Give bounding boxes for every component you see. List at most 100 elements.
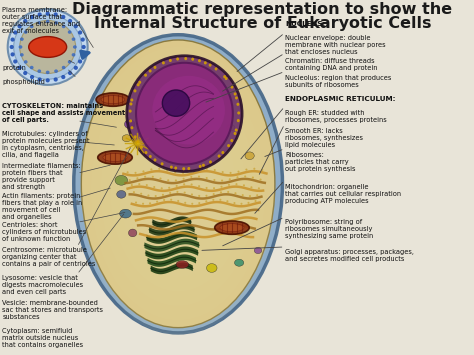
Ellipse shape [182, 178, 185, 180]
Text: Centrioles: short
cylinders of microtubules
of unknown function: Centrioles: short cylinders of microtubu… [2, 222, 86, 242]
Ellipse shape [237, 176, 238, 178]
Ellipse shape [152, 176, 154, 178]
Ellipse shape [37, 69, 41, 73]
Ellipse shape [152, 76, 225, 144]
Ellipse shape [184, 57, 187, 60]
Ellipse shape [233, 202, 236, 204]
Ellipse shape [204, 61, 207, 64]
Ellipse shape [161, 162, 164, 165]
Ellipse shape [213, 187, 215, 189]
Ellipse shape [142, 170, 145, 173]
Ellipse shape [149, 155, 152, 158]
Ellipse shape [154, 158, 156, 162]
Ellipse shape [190, 170, 192, 173]
Ellipse shape [30, 75, 34, 79]
Ellipse shape [183, 183, 185, 185]
Ellipse shape [235, 259, 244, 266]
Text: Cytoplasm: semifluid
matrix outside nucleus
that contains organelles: Cytoplasm: semifluid matrix outside nucl… [2, 328, 83, 348]
Text: CYTOSKELETON: maintains
cell shape and assists movement
of cell parts.: CYTOSKELETON: maintains cell shape and a… [2, 103, 125, 123]
Ellipse shape [242, 194, 244, 196]
Ellipse shape [115, 175, 128, 185]
Ellipse shape [240, 203, 243, 205]
Ellipse shape [212, 199, 214, 201]
Ellipse shape [228, 184, 230, 186]
Ellipse shape [246, 169, 247, 171]
Ellipse shape [134, 89, 137, 92]
Ellipse shape [144, 73, 147, 77]
Ellipse shape [227, 125, 235, 131]
Ellipse shape [37, 77, 42, 82]
Ellipse shape [110, 90, 246, 291]
Ellipse shape [237, 119, 240, 122]
Ellipse shape [205, 195, 208, 197]
Ellipse shape [24, 30, 27, 34]
Ellipse shape [62, 66, 65, 69]
Ellipse shape [159, 178, 162, 180]
Ellipse shape [13, 59, 18, 64]
Ellipse shape [68, 30, 72, 34]
Ellipse shape [146, 184, 148, 186]
Ellipse shape [235, 192, 237, 194]
Ellipse shape [20, 21, 76, 73]
Ellipse shape [135, 172, 137, 174]
Ellipse shape [82, 45, 86, 49]
Text: Centrosome: microtubule
organizing center that
contains a pair of centrioles: Centrosome: microtubule organizing cente… [2, 247, 96, 267]
Ellipse shape [191, 193, 193, 196]
Ellipse shape [82, 40, 275, 328]
Ellipse shape [174, 166, 177, 170]
Ellipse shape [191, 58, 194, 61]
Ellipse shape [227, 191, 229, 193]
Ellipse shape [234, 132, 237, 135]
Ellipse shape [176, 185, 178, 187]
Ellipse shape [230, 86, 233, 89]
Ellipse shape [73, 24, 78, 28]
Ellipse shape [221, 180, 223, 182]
Ellipse shape [170, 165, 173, 169]
Text: Intermediate filaments:
protein fibers that
provide support
and strength: Intermediate filaments: protein fibers t… [2, 163, 81, 190]
Ellipse shape [166, 169, 168, 171]
Ellipse shape [81, 52, 85, 56]
Ellipse shape [230, 139, 233, 142]
Ellipse shape [235, 96, 238, 99]
Text: Nucleolus: region that produces
subunits of ribosomes: Nucleolus: region that produces subunits… [285, 75, 392, 88]
Ellipse shape [61, 15, 65, 19]
Ellipse shape [206, 177, 208, 179]
Ellipse shape [78, 59, 82, 64]
Ellipse shape [198, 169, 200, 170]
Text: Polyribosome: string of
ribosomes simultaneously
synthesizing same protein: Polyribosome: string of ribosomes simult… [285, 219, 374, 239]
Ellipse shape [187, 167, 190, 170]
Ellipse shape [138, 183, 140, 185]
Ellipse shape [101, 95, 125, 104]
Ellipse shape [23, 71, 27, 75]
Ellipse shape [120, 104, 236, 277]
Ellipse shape [184, 202, 186, 204]
Ellipse shape [149, 69, 152, 72]
Ellipse shape [145, 151, 147, 154]
Ellipse shape [81, 38, 85, 42]
Ellipse shape [138, 81, 141, 84]
Ellipse shape [163, 199, 165, 201]
Text: Lysosome: vesicle that
digests macromolecules
and even cell parts: Lysosome: vesicle that digests macromole… [2, 275, 83, 295]
Ellipse shape [13, 31, 18, 35]
Ellipse shape [131, 184, 133, 186]
Ellipse shape [199, 165, 201, 168]
Ellipse shape [30, 66, 34, 69]
Ellipse shape [222, 171, 224, 173]
Ellipse shape [235, 129, 237, 132]
Ellipse shape [153, 186, 155, 188]
Text: Ribosomes:
particles that carry
out protein synthesis: Ribosomes: particles that carry out prot… [285, 152, 356, 172]
Ellipse shape [155, 195, 157, 197]
Ellipse shape [260, 179, 262, 181]
Ellipse shape [229, 178, 231, 180]
Ellipse shape [183, 192, 186, 194]
Text: Chromatin: diffuse threads
containing DNA and protein: Chromatin: diffuse threads containing DN… [285, 58, 378, 71]
Ellipse shape [117, 191, 126, 198]
Ellipse shape [61, 75, 65, 79]
Ellipse shape [73, 66, 78, 70]
Ellipse shape [243, 184, 245, 186]
Ellipse shape [14, 15, 82, 79]
Ellipse shape [18, 66, 22, 70]
Ellipse shape [127, 171, 128, 173]
Ellipse shape [219, 199, 221, 201]
Ellipse shape [176, 261, 189, 268]
